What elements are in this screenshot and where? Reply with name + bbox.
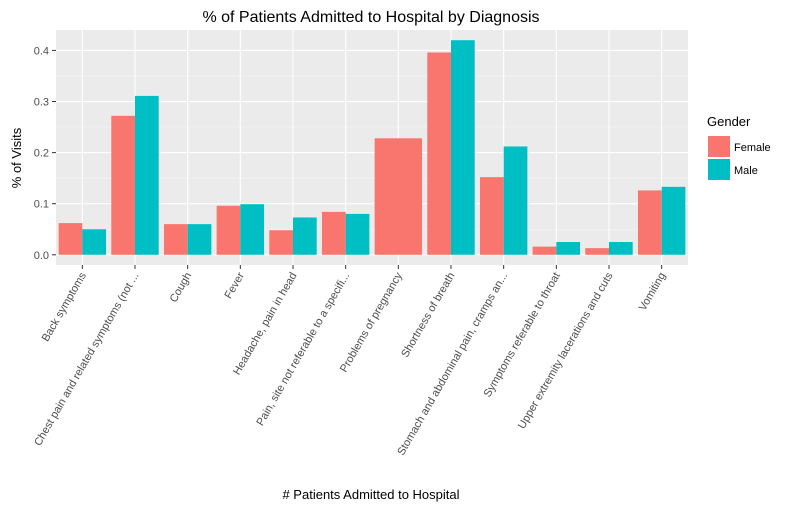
y-axis: 0.0 0.1 0.2 0.3 0.4 — [34, 45, 56, 262]
legend-title: Gender — [707, 114, 751, 129]
x-tick-label: Pain, site not referable to a specifi... — [254, 271, 352, 428]
bar-male — [609, 242, 633, 255]
bar-male — [345, 213, 370, 255]
y-tick-label: 0.2 — [34, 148, 49, 160]
bar-female — [637, 190, 662, 255]
chart-title: % of Patients Admitted to Hospital by Di… — [202, 9, 539, 26]
x-tick-label: Cough — [168, 271, 195, 305]
bar-female — [532, 246, 557, 255]
bars — [58, 40, 686, 255]
y-tick-label: 0.4 — [34, 45, 49, 57]
x-tick-label: Vomiting — [637, 271, 668, 314]
bar-female — [321, 211, 346, 255]
x-tick-label: Shortness of breath — [399, 271, 457, 360]
bar-male — [82, 229, 107, 255]
y-tick-label: 0.3 — [34, 97, 49, 109]
bar-male — [661, 186, 686, 255]
x-tick-label: Stomach and abdominal pain, cramps an... — [395, 271, 510, 458]
bar-female — [58, 223, 83, 255]
y-tick-label: 0.0 — [34, 250, 49, 262]
bar-female — [111, 115, 135, 255]
bar-male — [503, 146, 528, 255]
y-tick-label: 0.1 — [34, 199, 49, 211]
x-tick-label: Back symptoms — [40, 270, 89, 344]
bar-female — [269, 230, 293, 255]
legend: Gender Female Male — [707, 114, 771, 180]
bar-male — [293, 217, 317, 255]
bar-female — [374, 138, 423, 255]
bar-male — [240, 204, 265, 255]
x-tick-label: Fever — [222, 270, 247, 301]
panel-background — [56, 30, 688, 265]
bar-female — [216, 205, 241, 255]
bar-male — [451, 40, 475, 255]
legend-label-female: Female — [734, 142, 771, 154]
bar-male — [187, 224, 212, 255]
legend-swatch-female — [708, 136, 730, 157]
legend-swatch-male — [708, 159, 730, 180]
bar-female — [427, 52, 451, 255]
x-axis-title: # Patients Admitted to Hospital — [282, 487, 459, 502]
x-tick-label: Upper extremity lacerations and cuts — [516, 270, 616, 431]
plot-panel — [56, 30, 688, 265]
bar-male — [556, 242, 581, 255]
bar-female — [479, 177, 504, 255]
bar-male — [135, 95, 159, 255]
bar-female — [163, 224, 188, 255]
legend-label-male: Male — [734, 165, 758, 177]
y-axis-title: % of Visits — [9, 127, 24, 188]
x-tick-label: Problems of pregnancy — [338, 270, 405, 374]
x-tick-label: Chest pain and related symptoms (not ... — [32, 271, 141, 449]
bar-female — [585, 248, 609, 255]
